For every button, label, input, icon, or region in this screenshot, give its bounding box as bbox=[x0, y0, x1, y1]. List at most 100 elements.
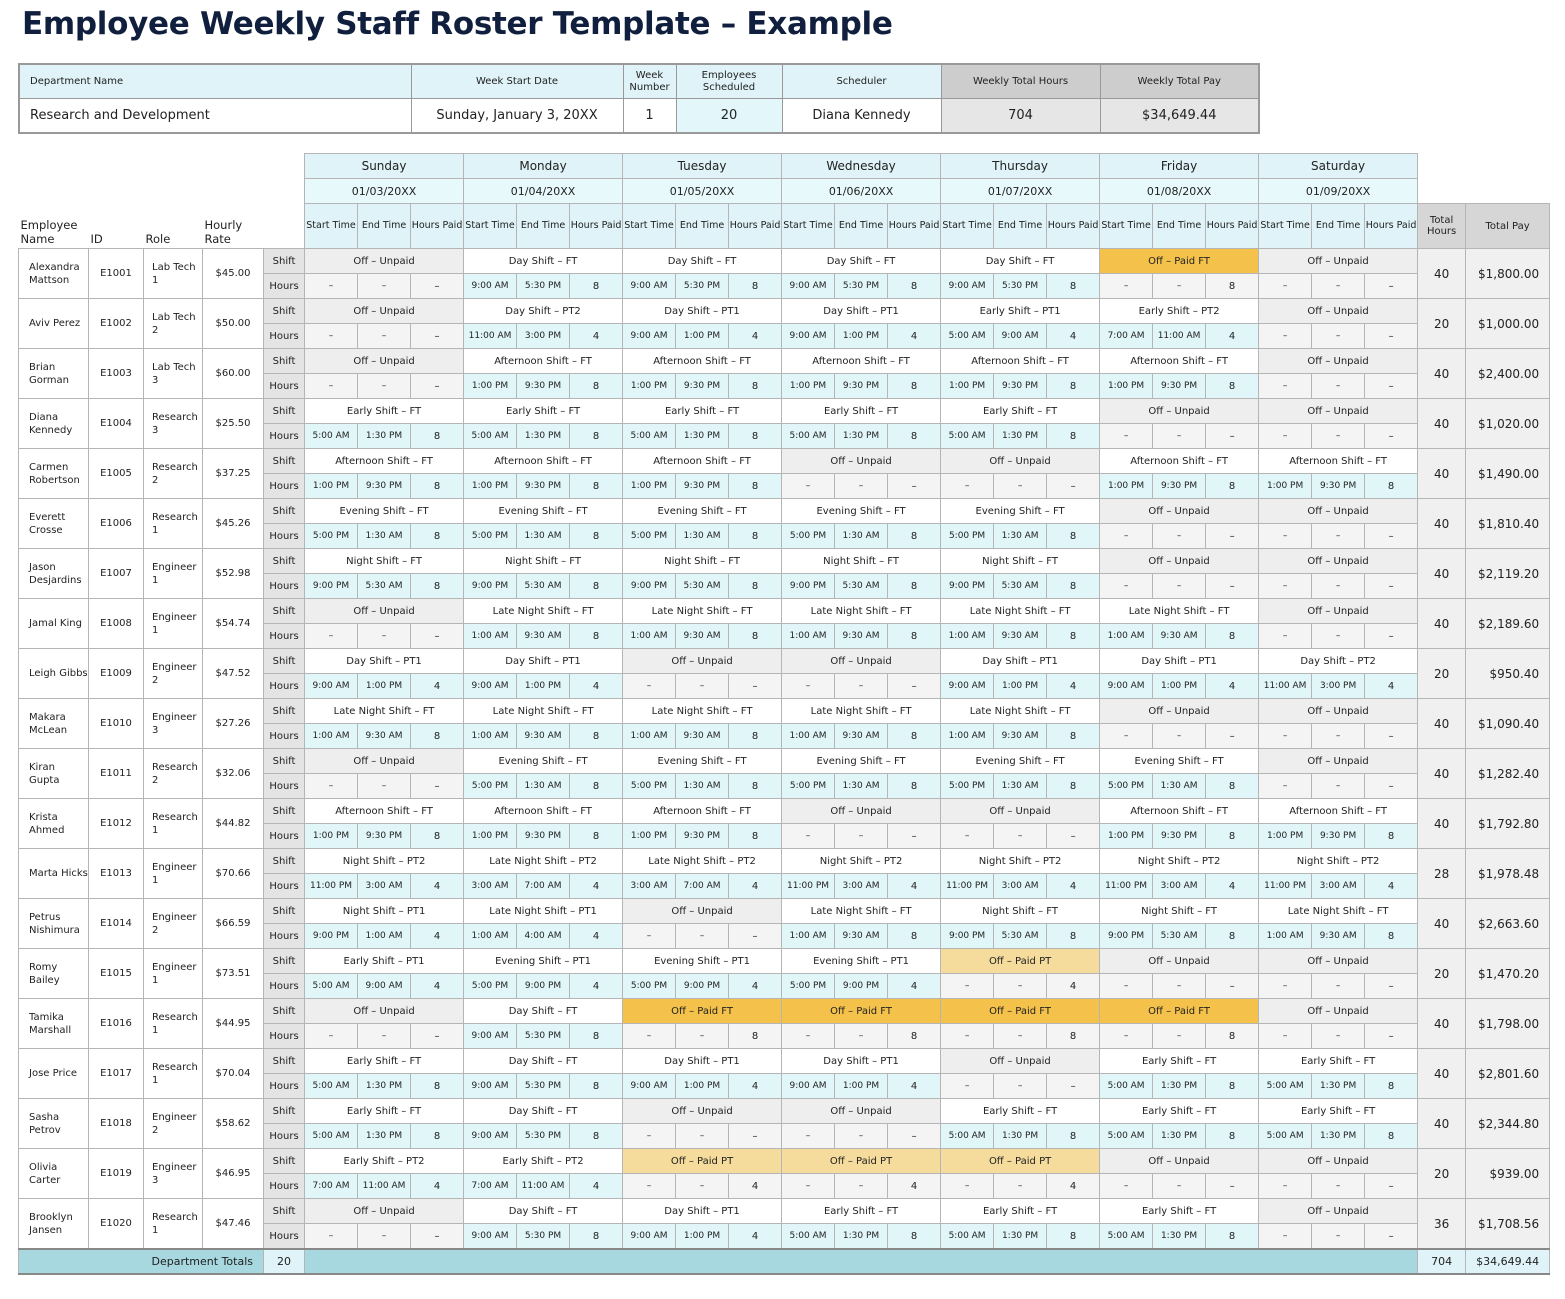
start-time: – bbox=[1099, 423, 1154, 449]
row-label: Shift bbox=[262, 1048, 306, 1074]
hours-paid: 8 bbox=[1364, 1123, 1419, 1149]
hours-paid: 4 bbox=[1364, 673, 1419, 699]
total-hours: 36 bbox=[1417, 1198, 1467, 1250]
start-time: 5:00 AM bbox=[1099, 1123, 1154, 1149]
shift-cell: Day Shift – PT1 bbox=[781, 298, 942, 324]
row-label: Hours bbox=[262, 573, 306, 599]
shift-cell: Early Shift – FT bbox=[1099, 1048, 1260, 1074]
end-time: 1:00 AM bbox=[357, 923, 412, 949]
start-time: – bbox=[1258, 423, 1313, 449]
end-time: 1:00 PM bbox=[516, 673, 571, 699]
end-time: 11:00 AM bbox=[1152, 323, 1207, 349]
page-title: Employee Weekly Staff Roster Template – … bbox=[22, 6, 893, 42]
hours-paid: 8 bbox=[569, 573, 624, 599]
hours-paid: 4 bbox=[728, 1223, 783, 1250]
day-date: 01/07/20XX bbox=[940, 178, 1101, 204]
total-hours: 20 bbox=[1417, 298, 1467, 349]
row-label: Hours bbox=[262, 973, 306, 999]
start-time: – bbox=[1258, 723, 1313, 749]
start-time: 9:00 AM bbox=[463, 273, 518, 299]
hours-paid: 8 bbox=[569, 1223, 624, 1250]
start-time: – bbox=[304, 1023, 359, 1049]
end-time: 3:00 PM bbox=[1311, 673, 1366, 699]
end-time: 1:30 PM bbox=[675, 423, 730, 449]
total-pay: $2,344.80 bbox=[1465, 1098, 1551, 1149]
employee-id: E1012 bbox=[88, 798, 144, 849]
summary-value: 20 bbox=[675, 98, 783, 134]
employee-role: Lab Tech 1 bbox=[143, 248, 203, 299]
shift-row: Everett Crosse E1006 Research 1 $45.26 Shift… bbox=[18, 498, 1551, 549]
end-time: – bbox=[1311, 373, 1366, 399]
start-time: 1:00 PM bbox=[304, 473, 359, 499]
start-time: 11:00 PM bbox=[1258, 873, 1313, 899]
hourly-rate: $60.00 bbox=[202, 348, 264, 399]
total-pay: $2,663.60 bbox=[1465, 898, 1551, 949]
shift-cell: Night Shift – FT bbox=[781, 548, 942, 574]
shift-cell: Off – Unpaid bbox=[1258, 1198, 1419, 1224]
hours-row: Hours 7:00 AM 11:00 AM 4 7:00 AM 11:00 AM 4– –4… bbox=[19, 1173, 1550, 1199]
hours-row: Hours – – –9:00 AM 5:30 PM 8– –8– –8– –8– –8– – – bbox=[19, 1023, 1550, 1049]
start-time: 5:00 AM bbox=[304, 423, 359, 449]
shift-cell: Evening Shift – FT bbox=[463, 748, 624, 774]
start-time: 5:00 PM bbox=[463, 773, 518, 799]
hours-row: Hours – – –1:00 PM 9:30 PM 8 1:00 PM 9:30 PM 8 1:… bbox=[19, 373, 1550, 399]
shift-cell: Late Night Shift – FT bbox=[463, 598, 624, 624]
start-time: 9:00 AM bbox=[940, 673, 995, 699]
total-hours: 20 bbox=[1417, 948, 1467, 999]
hours-paid: 8 bbox=[887, 423, 942, 449]
end-time: 9:30 PM bbox=[1311, 823, 1366, 849]
shift-cell: Off – Unpaid bbox=[304, 998, 465, 1024]
total-hours: 28 bbox=[1417, 848, 1467, 899]
hours-row: Hours 1:00 PM 9:30 PM 8 1:00 PM 9:30 PM 8 1:00 … bbox=[19, 823, 1550, 849]
hours-paid: 8 bbox=[887, 573, 942, 599]
hours-paid: 4 bbox=[569, 673, 624, 699]
total-pay: $1,798.00 bbox=[1465, 998, 1551, 1049]
row-label: Shift bbox=[262, 1198, 306, 1224]
hours-paid: 8 bbox=[1046, 773, 1101, 799]
start-time: 9:00 AM bbox=[622, 273, 677, 299]
total-pay: $1,810.40 bbox=[1465, 498, 1551, 549]
hours-paid: 4 bbox=[1046, 323, 1101, 349]
end-time: 1:30 PM bbox=[993, 423, 1048, 449]
row-label: Shift bbox=[262, 248, 306, 274]
end-time: 9:30 AM bbox=[516, 723, 571, 749]
employee-role: Engineer 3 bbox=[143, 698, 203, 749]
end-time: – bbox=[834, 823, 889, 849]
hours-paid: 4 bbox=[410, 923, 465, 949]
hours-paid: 4 bbox=[569, 973, 624, 999]
shift-cell: Early Shift – FT bbox=[304, 398, 465, 424]
shift-cell: Early Shift – FT bbox=[1099, 1098, 1260, 1124]
hours-paid: – bbox=[1364, 1173, 1419, 1199]
hours-paid: 8 bbox=[410, 723, 465, 749]
start-time: 5:00 AM bbox=[940, 1123, 995, 1149]
end-time: 9:30 PM bbox=[1152, 823, 1207, 849]
hours-paid: – bbox=[887, 823, 942, 849]
row-label: Hours bbox=[262, 1223, 306, 1250]
totals-pay: $34,649.44 bbox=[1465, 1248, 1551, 1275]
employee-id: E1020 bbox=[88, 1198, 144, 1250]
shift-cell: Off – Unpaid bbox=[1099, 398, 1260, 424]
shift-cell: Early Shift – PT2 bbox=[463, 1148, 624, 1174]
shift-cell: Early Shift – FT bbox=[940, 398, 1101, 424]
employee-name: Kiran Gupta bbox=[18, 748, 89, 799]
row-label: Hours bbox=[262, 923, 306, 949]
hours-paid: 4 bbox=[1364, 873, 1419, 899]
end-time: 9:30 AM bbox=[1311, 923, 1366, 949]
shift-cell: Afternoon Shift – FT bbox=[304, 448, 465, 474]
shift-cell: Late Night Shift – FT bbox=[781, 898, 942, 924]
start-time: 9:00 AM bbox=[622, 323, 677, 349]
row-label: Hours bbox=[262, 323, 306, 349]
start-time: 5:00 AM bbox=[1258, 1073, 1313, 1099]
end-time: 9:30 PM bbox=[516, 373, 571, 399]
shift-cell: Early Shift – FT bbox=[940, 1198, 1101, 1224]
end-time: – bbox=[1311, 773, 1366, 799]
shift-cell: Late Night Shift – FT bbox=[304, 698, 465, 724]
start-time: – bbox=[1099, 273, 1154, 299]
shift-cell: Off – Unpaid bbox=[304, 748, 465, 774]
hours-paid: – bbox=[1364, 1223, 1419, 1250]
hours-paid: 8 bbox=[728, 573, 783, 599]
shift-row: Makara McLean E1010 Engineer 3 $27.26 Shift L… bbox=[18, 698, 1551, 749]
hours-paid: 8 bbox=[1205, 473, 1260, 499]
summary-header: Employees Scheduled bbox=[675, 63, 783, 99]
start-time: 5:00 AM bbox=[304, 1123, 359, 1149]
